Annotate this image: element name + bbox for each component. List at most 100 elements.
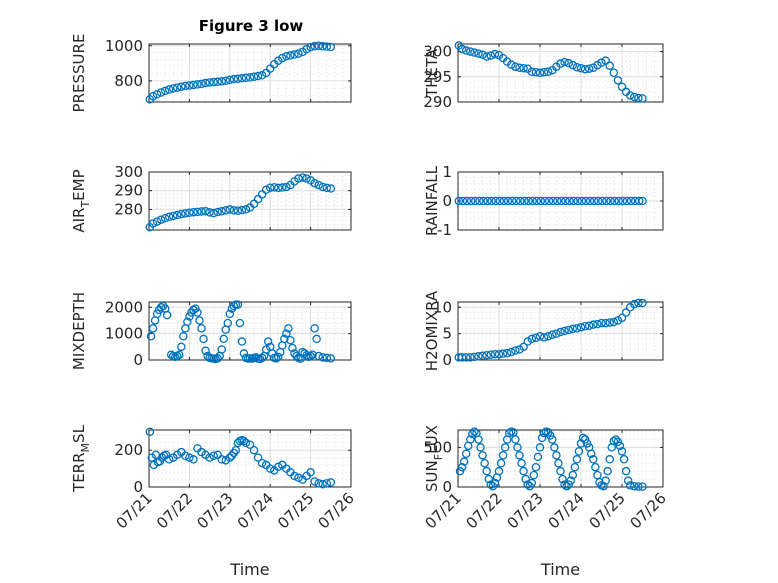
- axes-box: [457, 429, 664, 488]
- y-tick-label: 5: [442, 325, 452, 343]
- data-point: [520, 196, 529, 206]
- data-point: [249, 72, 259, 81]
- data-point: [278, 183, 287, 192]
- data-point: [241, 205, 251, 214]
- data-point: [474, 49, 483, 58]
- data-point: [475, 196, 484, 206]
- data-point: [257, 353, 267, 363]
- data-point: [597, 318, 606, 328]
- data-point: [581, 196, 591, 206]
- data-point: [302, 45, 311, 54]
- data-point: [209, 77, 218, 87]
- y-axis-label: AIRTEMP: [70, 169, 92, 232]
- data-point: [310, 477, 319, 486]
- data-point: [531, 333, 541, 343]
- data-point: [156, 215, 166, 224]
- data-point: [209, 208, 218, 218]
- data-point: [326, 354, 336, 363]
- data-point: [181, 451, 190, 460]
- y-tick-label: 10: [433, 298, 452, 316]
- data-point: [601, 318, 610, 328]
- data-point: [233, 74, 243, 84]
- data-point: [614, 196, 623, 206]
- data-point: [461, 449, 471, 458]
- data-point: [229, 301, 239, 311]
- y-axis-label: MIXDEPTH: [70, 292, 88, 370]
- data-point: [314, 41, 323, 51]
- data-point: [239, 349, 249, 358]
- x-tick-label: 07/24: [234, 489, 277, 532]
- data-point: [233, 206, 243, 215]
- x-tick-label: 07/24: [545, 489, 588, 532]
- data-point: [539, 333, 549, 342]
- data-point: [478, 451, 487, 460]
- data-point: [217, 345, 226, 354]
- plot-area: [149, 172, 351, 230]
- data-point: [483, 196, 492, 206]
- x-tick-label: 07/22: [153, 489, 196, 532]
- y-tick-label: 0: [133, 351, 143, 369]
- data-point: [284, 324, 293, 333]
- plot-area: [458, 430, 663, 487]
- data-point: [556, 466, 565, 476]
- data-point: [487, 196, 496, 206]
- y-tick-label: 0: [442, 351, 452, 369]
- data-point: [515, 63, 524, 72]
- data-point: [233, 300, 243, 309]
- data-point: [564, 58, 573, 68]
- data-point: [302, 174, 311, 183]
- data-point: [552, 196, 562, 206]
- data-point: [548, 196, 558, 206]
- data-point: [193, 308, 202, 317]
- data-point: [272, 354, 281, 363]
- data-point: [574, 447, 584, 456]
- data-point: [630, 299, 639, 309]
- data-point: [158, 301, 168, 311]
- data-point: [610, 196, 619, 206]
- data-point: [552, 451, 561, 460]
- data-point: [459, 457, 469, 466]
- data-point: [294, 49, 303, 58]
- data-point: [179, 332, 188, 341]
- data-point: [638, 298, 647, 308]
- data-point: [310, 41, 319, 51]
- data-point: [146, 332, 156, 341]
- data-point: [181, 81, 190, 91]
- data-point: [217, 77, 226, 86]
- y-tick-label: 200: [114, 441, 143, 459]
- figure-title: Figure 3 low: [199, 17, 304, 35]
- data-point: [535, 68, 545, 77]
- data-point: [598, 196, 607, 206]
- data-point: [580, 435, 590, 444]
- x-tick-label: 07/25: [274, 489, 317, 532]
- data-point: [193, 207, 202, 217]
- subplot-7: 07/2107/2207/2307/2407/2507/26Time0200TE…: [70, 424, 358, 579]
- data-point: [490, 478, 500, 488]
- data-point: [478, 50, 487, 59]
- data-point: [584, 321, 594, 330]
- data-point: [219, 334, 228, 344]
- data-point: [474, 352, 483, 361]
- data-point: [556, 59, 565, 68]
- data-point: [265, 464, 275, 473]
- data-point: [148, 219, 158, 228]
- data-point: [564, 480, 573, 489]
- data-point: [466, 353, 475, 362]
- data-point: [617, 447, 627, 456]
- y-tick-label: 290: [114, 182, 143, 200]
- data-point: [517, 458, 526, 468]
- data-point: [572, 455, 582, 464]
- data-point: [223, 318, 233, 328]
- data-point: [306, 351, 315, 361]
- data-point: [213, 77, 222, 87]
- data-point: [318, 182, 327, 192]
- data-point: [185, 453, 194, 462]
- data-point: [621, 308, 631, 317]
- data-point: [245, 440, 255, 449]
- data-point: [148, 91, 158, 101]
- y-tick-label: -1: [437, 221, 452, 239]
- data-point: [197, 207, 206, 216]
- data-point: [474, 435, 483, 444]
- data-point: [486, 350, 496, 359]
